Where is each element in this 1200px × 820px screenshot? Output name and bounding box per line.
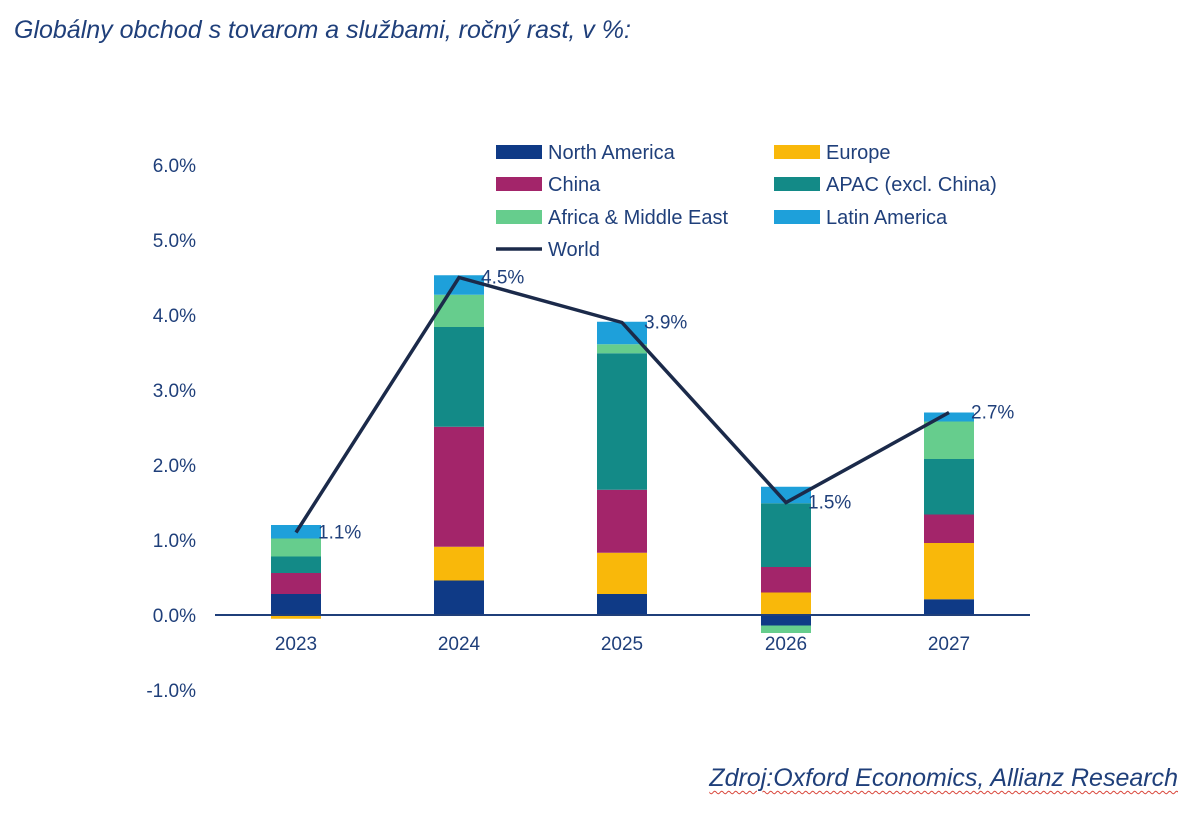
bar-segment xyxy=(434,327,484,427)
bar-segment xyxy=(761,625,811,633)
legend-swatch xyxy=(496,145,542,159)
bar-segment xyxy=(434,580,484,615)
bar-segment xyxy=(434,546,484,581)
x-tick-label: 2024 xyxy=(438,634,481,655)
source-note: Zdroj:Oxford Economics, Allianz Research xyxy=(709,764,1178,792)
x-tick-label: 2026 xyxy=(765,634,807,655)
bar-segment xyxy=(761,592,811,615)
bar-segment xyxy=(271,573,321,594)
legend-label: China xyxy=(548,174,601,196)
bar-segment xyxy=(924,599,974,615)
legend-label: Africa & Middle East xyxy=(548,207,729,229)
y-tick-label: 4.0% xyxy=(153,306,196,327)
bar-segment xyxy=(924,543,974,600)
bar-segment xyxy=(761,615,811,626)
legend-swatch xyxy=(496,177,542,191)
legend-swatch xyxy=(774,145,820,159)
legend-label: APAC (excl. China) xyxy=(826,174,997,196)
legend-swatch xyxy=(774,210,820,224)
legend-label: Latin America xyxy=(826,207,948,229)
bar-segment xyxy=(761,567,811,593)
bar-segment xyxy=(597,344,647,354)
x-tick-label: 2027 xyxy=(928,634,970,655)
y-tick-label: 1.0% xyxy=(153,531,196,552)
bar-segment xyxy=(597,552,647,594)
bar-segment xyxy=(924,412,974,422)
world-data-label: 2.7% xyxy=(971,403,1014,424)
legend-label: North America xyxy=(548,142,676,164)
bar-segment xyxy=(271,556,321,573)
x-tick-label: 2023 xyxy=(275,634,317,655)
bar-segment xyxy=(271,615,321,619)
world-line xyxy=(294,275,950,534)
chart-title: Globálny obchod s tovarom a službami, ro… xyxy=(14,16,631,44)
bar-segment xyxy=(434,426,484,547)
bar-segment xyxy=(434,294,484,327)
world-data-label: 3.9% xyxy=(644,313,687,334)
bar-segment xyxy=(271,594,321,615)
x-tick-label: 2025 xyxy=(601,634,643,655)
world-data-label: 1.5% xyxy=(808,493,851,514)
bar-segment xyxy=(924,514,974,543)
bar-segment xyxy=(271,538,321,557)
world-data-label: 4.5% xyxy=(481,268,524,289)
y-tick-label: 5.0% xyxy=(153,231,196,252)
y-tick-label: 3.0% xyxy=(153,381,196,402)
bar-segment xyxy=(597,594,647,615)
bar-segment xyxy=(924,421,974,459)
y-tick-label: 2.0% xyxy=(153,456,196,477)
legend-label: Europe xyxy=(826,142,891,164)
world-data-label: 1.1% xyxy=(318,523,361,544)
bar-segment xyxy=(924,459,974,515)
legend-swatch xyxy=(774,177,820,191)
bar-segment xyxy=(761,503,811,567)
legend-label: World xyxy=(548,239,600,261)
y-tick-label: 0.0% xyxy=(153,606,196,627)
y-tick-label: -1.0% xyxy=(146,681,196,702)
y-tick-label: 6.0% xyxy=(153,156,196,177)
bar-segment xyxy=(597,353,647,490)
bar-segment xyxy=(597,489,647,553)
legend-swatch xyxy=(496,210,542,224)
